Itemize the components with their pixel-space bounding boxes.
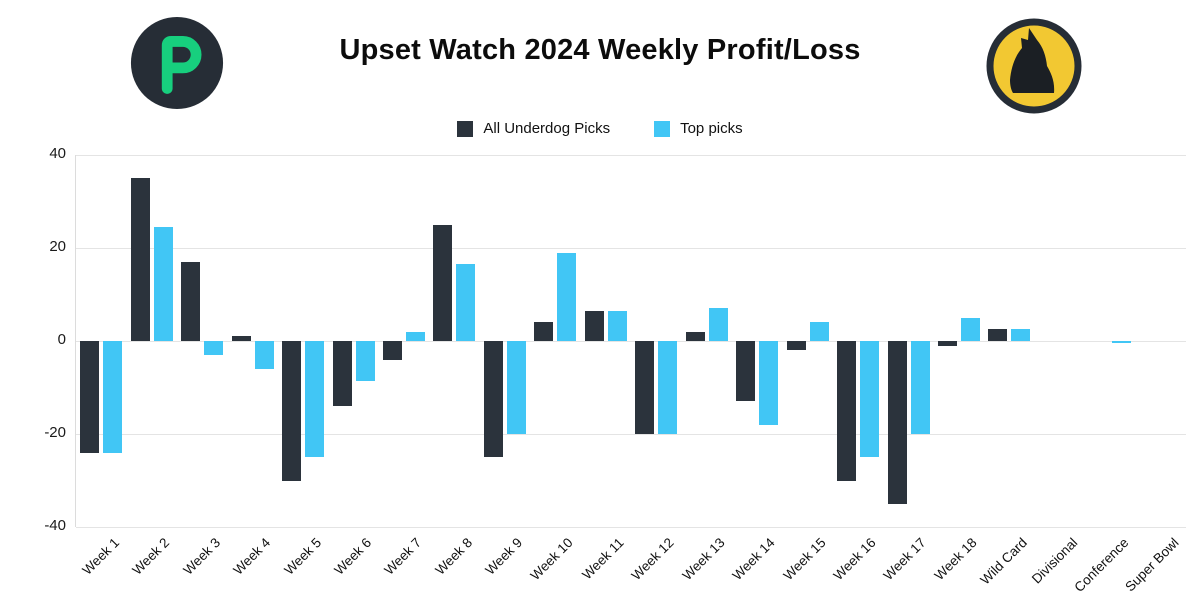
bar (837, 341, 857, 481)
x-tick-label: Week 6 (331, 535, 375, 578)
y-tick-label: -40 (44, 517, 66, 534)
bar-chart-plot-area: Week 1 Week 2 Week 3 Week 4 Week 5 Week 6 Week… (75, 154, 1186, 595)
bar (1112, 341, 1132, 344)
p-ring-logo (130, 16, 224, 110)
y-tick-label: 40 (49, 145, 66, 162)
gridline (76, 526, 1186, 528)
bar (584, 310, 604, 341)
bar (635, 341, 655, 434)
bar (960, 317, 980, 341)
legend-item-all-underdog-picks: All Underdog Picks (457, 120, 610, 137)
bar (1011, 329, 1031, 341)
wolf-silhouette (1010, 28, 1055, 93)
x-tick-label: Week 8 (432, 535, 476, 578)
x-tick-label: Super Bowl (1121, 535, 1182, 595)
x-tick-label: Week 7 (381, 535, 425, 578)
x-tick-label: Week 16 (830, 535, 879, 584)
x-tick-label: Conference (1070, 535, 1131, 595)
p-letter (161, 36, 202, 94)
x-tick-label: Week 12 (628, 535, 677, 584)
bar (433, 224, 453, 341)
bar (557, 252, 577, 341)
legend-item-top-picks: Top picks (654, 120, 743, 137)
x-tick-label: Week 5 (280, 535, 324, 578)
bar (483, 341, 503, 458)
bar (332, 341, 352, 407)
page-title: Upset Watch 2024 Weekly Profit/Loss (339, 34, 861, 66)
bar (658, 341, 678, 434)
x-tick-label: Divisional (1029, 535, 1081, 587)
bar (103, 341, 123, 453)
gridline (76, 433, 1186, 435)
x-tick-label: Wild Card (977, 535, 1031, 588)
bar (736, 341, 756, 402)
bar (130, 178, 150, 341)
x-tick-label: Week 17 (881, 535, 930, 584)
legend-swatch-dark (457, 120, 474, 137)
bar (382, 341, 402, 360)
bar (355, 341, 375, 381)
bar (282, 341, 302, 481)
x-tick-label: Week 2 (129, 535, 173, 578)
bar (708, 308, 728, 341)
bar (305, 341, 325, 458)
x-tick-label: Week 3 (179, 535, 223, 578)
bar (910, 341, 930, 434)
bar (231, 336, 251, 341)
bar (153, 227, 173, 341)
bar (988, 329, 1008, 341)
legend-swatch-blue (654, 120, 671, 137)
x-tick-label: Week 9 (482, 535, 526, 578)
gridline (76, 340, 1186, 342)
bar (937, 341, 957, 346)
x-tick-label: Week 10 (527, 535, 576, 584)
legend-label: Top picks (680, 120, 743, 137)
bar (254, 341, 274, 369)
x-tick-label: Week 13 (679, 535, 728, 584)
bar (181, 261, 201, 341)
bar (786, 341, 806, 351)
bar (607, 310, 627, 341)
gridline (76, 247, 1186, 249)
y-tick-label: 0 (57, 331, 66, 348)
gridline (76, 154, 1186, 156)
bar (887, 341, 907, 504)
bar (405, 331, 425, 341)
legend: All Underdog Picks Top picks (0, 120, 1200, 137)
x-tick-label: Week 15 (780, 535, 829, 584)
bar (759, 341, 779, 425)
bar (685, 331, 705, 341)
y-tick-label: -20 (44, 424, 66, 441)
bar (456, 264, 476, 341)
x-tick-label: Week 14 (729, 535, 778, 584)
x-tick-label: Week 4 (230, 535, 274, 578)
x-tick-label: Week 18 (931, 535, 980, 584)
x-tick-label: Week 1 (79, 535, 122, 578)
y-axis: -40 -20 0 20 40 (0, 145, 66, 534)
x-tick-label: Week 11 (578, 535, 627, 583)
bar (809, 322, 829, 341)
legend-label: All Underdog Picks (483, 120, 611, 137)
bar (204, 341, 224, 355)
bar (80, 341, 100, 453)
bar (506, 341, 526, 434)
bar (860, 341, 880, 458)
y-tick-label: 20 (49, 238, 66, 255)
howling-wolf-logo (986, 18, 1082, 114)
bar (534, 322, 554, 341)
